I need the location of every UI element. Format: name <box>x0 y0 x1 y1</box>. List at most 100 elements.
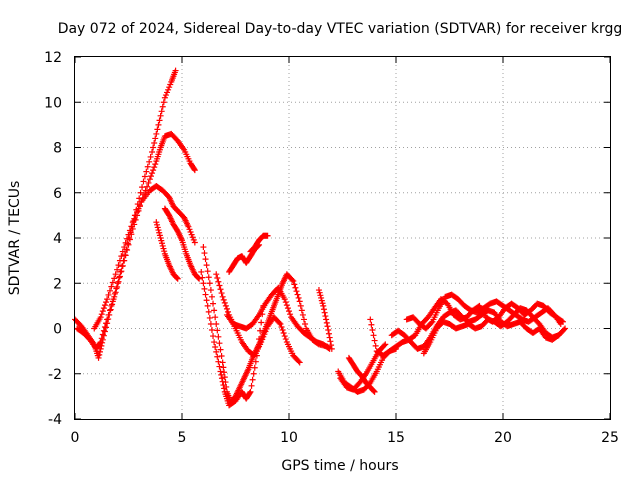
data-point <box>105 311 112 318</box>
data-point <box>215 278 222 285</box>
data-point <box>221 299 228 306</box>
data-point <box>187 228 194 235</box>
data-point <box>155 121 162 128</box>
data-point <box>208 327 215 334</box>
data-point <box>262 328 269 335</box>
data-point <box>152 161 159 168</box>
data-point <box>162 92 169 99</box>
data-point <box>211 307 218 314</box>
data-point <box>212 343 219 350</box>
data-point <box>124 235 131 242</box>
data-point <box>213 348 220 355</box>
data-point <box>382 341 389 348</box>
data-point <box>296 298 303 305</box>
series-t5 <box>161 205 203 282</box>
series-t4 <box>153 219 181 282</box>
data-point <box>109 298 116 305</box>
data-point <box>167 81 174 88</box>
data-point <box>201 250 208 257</box>
data-point <box>202 256 209 263</box>
data-point <box>297 302 304 309</box>
data-point <box>103 320 110 327</box>
data-point <box>118 253 125 260</box>
data-point <box>324 323 331 330</box>
data-point <box>158 237 165 244</box>
data-point <box>154 221 161 228</box>
data-point <box>96 340 103 347</box>
data-point <box>278 323 285 330</box>
data-point <box>116 273 123 280</box>
x-tick-label: 25 <box>601 430 619 446</box>
data-point <box>370 388 377 395</box>
data-point <box>122 239 129 246</box>
data-point <box>196 275 203 282</box>
data-point <box>134 208 141 215</box>
data-point <box>153 130 160 137</box>
data-point <box>323 316 330 323</box>
data-point <box>140 178 147 185</box>
data-point <box>316 289 323 296</box>
data-point <box>217 368 224 375</box>
data-point <box>302 320 309 327</box>
data-point <box>97 339 104 346</box>
data-point <box>298 307 305 314</box>
data-point <box>284 305 291 312</box>
data-point <box>129 219 136 226</box>
data-point <box>159 103 166 110</box>
data-point <box>116 257 123 264</box>
data-point <box>201 285 208 292</box>
data-point <box>214 327 221 334</box>
data-point <box>259 336 266 343</box>
data-point <box>218 353 225 360</box>
data-point <box>147 153 154 160</box>
data-point <box>222 302 229 309</box>
y-tick-label: 0 <box>53 322 62 338</box>
data-point <box>368 321 375 328</box>
x-axis-label: GPS time / hours <box>281 458 398 474</box>
data-point <box>95 354 102 361</box>
data-point <box>248 382 255 389</box>
y-axis-label: SDTVAR / TECUs <box>7 181 23 296</box>
data-point <box>146 158 153 165</box>
data-point <box>151 164 158 171</box>
data-point <box>150 144 157 151</box>
axes: 0 5 10 15 20 25 -4 -2 0 2 4 6 8 10 12 <box>44 50 619 446</box>
data-point <box>205 308 212 315</box>
data-point <box>277 320 284 327</box>
data-point <box>116 274 123 281</box>
data-point <box>160 245 167 252</box>
data-point <box>96 348 103 355</box>
data-point <box>114 266 121 273</box>
data-point <box>290 277 297 284</box>
data-point <box>204 268 211 275</box>
data-point <box>325 327 332 334</box>
data-point <box>126 236 133 243</box>
data-point <box>293 288 300 295</box>
data-point <box>157 235 164 241</box>
series-t1 <box>72 67 179 361</box>
y-tick-label: 8 <box>53 141 62 157</box>
data-point <box>150 167 157 174</box>
data-point <box>291 281 298 288</box>
data-point <box>317 292 324 299</box>
data-point <box>326 334 333 341</box>
data-point <box>172 67 179 74</box>
series-t18 <box>403 291 564 332</box>
data-point <box>97 314 104 321</box>
data-point <box>210 333 217 340</box>
data-point <box>371 337 378 344</box>
data-point <box>286 308 292 315</box>
data-point <box>299 311 306 318</box>
data-point <box>328 345 335 352</box>
y-tick-label: 4 <box>53 231 62 247</box>
data-point <box>318 294 325 301</box>
data-point <box>191 239 198 246</box>
grid-lines <box>75 57 610 419</box>
data-point <box>190 236 197 243</box>
data-point <box>282 299 289 306</box>
series-t11 <box>247 232 271 255</box>
y-tick-label: 10 <box>44 95 62 111</box>
data-point <box>371 388 378 395</box>
plot-frame <box>74 56 611 420</box>
data-point <box>165 86 172 93</box>
